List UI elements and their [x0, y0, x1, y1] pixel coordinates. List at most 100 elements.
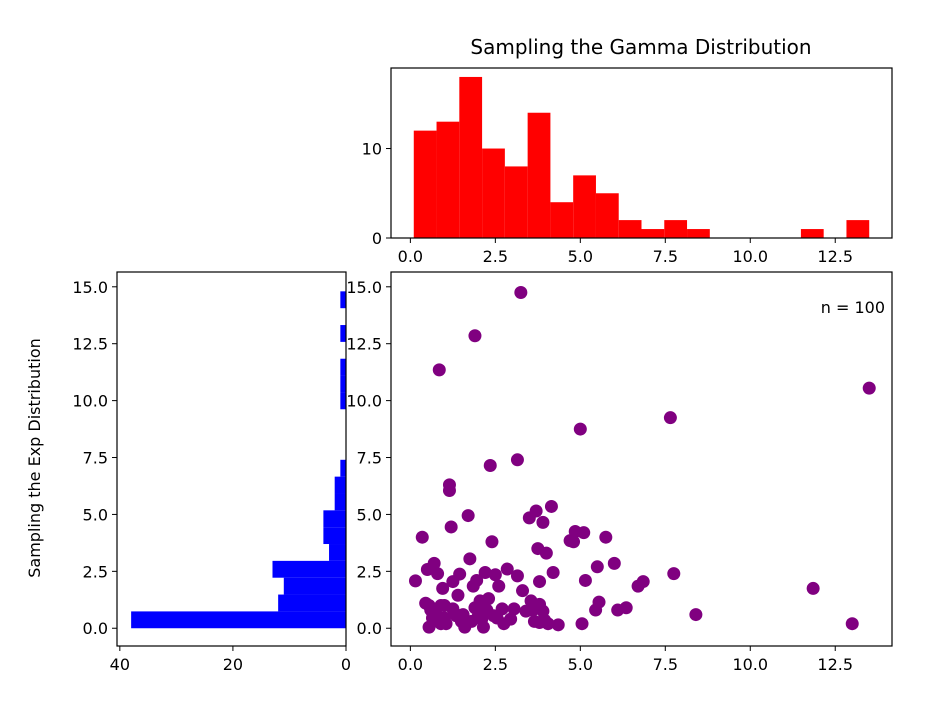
exp-y-tick-label: 10.0: [72, 392, 108, 411]
gamma-histogram-bar: [436, 121, 460, 238]
gamma-histogram-bar: [573, 175, 596, 238]
scatter-point: [449, 609, 463, 623]
exp-histogram-bar: [334, 476, 346, 494]
gamma-x-tick-label: 5.0: [568, 247, 593, 266]
gamma-histogram-bar: [800, 229, 824, 238]
scatter-point: [415, 530, 429, 544]
scatter-x-tick-label: 0.0: [398, 655, 423, 674]
scatter-point: [425, 611, 439, 625]
scatter-point: [592, 595, 606, 609]
exp-histogram-bar: [272, 560, 346, 578]
scatter-point: [436, 581, 450, 595]
scatter-point: [573, 422, 587, 436]
exp-x-tick-label: 40: [110, 655, 130, 674]
gamma-histogram-bar: [618, 220, 642, 238]
gamma-histogram-bar: [664, 220, 688, 238]
scatter-point: [599, 530, 613, 544]
scatter-point: [510, 453, 524, 467]
scatter-point: [476, 620, 490, 634]
scatter-point: [689, 608, 703, 622]
scatter-point: [507, 602, 521, 616]
scatter-point: [408, 574, 422, 588]
exp-histogram-bar: [340, 392, 346, 410]
scatter-point: [478, 565, 492, 579]
scatter-point: [667, 567, 681, 581]
scatter-point: [442, 484, 456, 498]
scatter-x-tick-label: 10.0: [732, 655, 768, 674]
gamma-x-tick-label: 10.0: [732, 247, 768, 266]
exp-y-tick-label: 15.0: [72, 278, 108, 297]
scatter-point: [524, 594, 538, 608]
scatter-point: [536, 515, 550, 529]
exp-y-tick-label: 12.5: [72, 335, 108, 354]
scatter-y-tick-label: 10.0: [346, 392, 382, 411]
scatter-point: [845, 617, 859, 631]
exp-y-tick-label: 2.5: [83, 562, 108, 581]
exp-histogram-frame: [116, 271, 347, 647]
exp-histogram-bar: [278, 594, 346, 612]
gamma-x-tick-label: 0.0: [398, 247, 423, 266]
scatter-x-tick-label: 5.0: [568, 655, 593, 674]
scatter-point: [434, 598, 448, 612]
exp-x-tick-label: 0: [341, 655, 351, 674]
scatter-point: [636, 575, 650, 589]
scatter-x-tick-label: 2.5: [483, 655, 508, 674]
exp-histogram-panel: Sampling the Exp Distribution 40 20 0 0.0 2…: [25, 271, 351, 674]
scatter-point: [463, 552, 477, 566]
scatter-point: [541, 617, 555, 631]
exp-histogram-bar: [283, 577, 346, 595]
gamma-histogram-bar: [413, 130, 437, 238]
scatter-point: [862, 381, 876, 395]
scatter-y-tick-label: 0.0: [357, 619, 382, 638]
scatter-point: [497, 617, 511, 631]
scatter-x-tick-label: 12.5: [817, 655, 853, 674]
gamma-x-tick-label: 7.5: [653, 247, 678, 266]
gamma-histogram-bar: [687, 229, 710, 238]
scatter-point: [451, 588, 465, 602]
scatter-point: [575, 617, 589, 631]
gamma-x-tick-label: 2.5: [483, 247, 508, 266]
exp-y-tick-label: 0.0: [83, 619, 108, 638]
scatter-point: [483, 458, 497, 472]
scatter-point: [439, 617, 453, 631]
exp-histogram-bar: [340, 325, 346, 342]
gamma-y-tick-label: 10: [362, 140, 382, 159]
scatter-point: [510, 569, 524, 583]
scatter-point: [806, 581, 820, 595]
gamma-histogram-bar: [527, 112, 551, 238]
exp-histogram-bar: [323, 510, 346, 528]
scatter-point: [453, 567, 467, 581]
gamma-histogram-bar: [482, 148, 505, 238]
exp-y-tick-label: 7.5: [83, 449, 108, 468]
scatter-point: [482, 592, 496, 606]
exp-histogram-bar: [329, 544, 346, 561]
scatter-point: [551, 618, 565, 632]
gamma-histogram-frame: [390, 67, 893, 239]
exp-y-tick-label: 5.0: [83, 505, 108, 524]
scatter-point: [590, 560, 604, 574]
exp-x-tick-label: 20: [223, 655, 243, 674]
gamma-histogram-panel: Sampling the Gamma Distribution 0.0 2.5 5.…: [362, 35, 893, 266]
scatter-point: [488, 568, 502, 582]
scatter-point: [567, 535, 581, 549]
gamma-histogram-bar: [504, 166, 528, 238]
scatter-point: [578, 573, 592, 587]
sample-size-annotation: n = 100: [821, 298, 885, 317]
scatter-y-tick-label: 2.5: [357, 562, 382, 581]
scatter-point: [577, 526, 591, 540]
scatter-point: [527, 614, 541, 628]
scatter-point: [544, 499, 558, 513]
gamma-histogram-bar: [641, 229, 665, 238]
scatter-point: [607, 556, 621, 570]
scatter-y-tick-label: 5.0: [357, 505, 382, 524]
scatter-point: [461, 509, 475, 523]
gamma-y-tick-label: 0: [372, 229, 382, 248]
scatter-panel: n = 100 0.0 2.5 5.0 7.5 10.0 12.5 0.0 2.5 5.0 7.…: [346, 271, 893, 674]
exp-histogram-bar: [340, 375, 346, 393]
scatter-point: [422, 598, 436, 612]
exp-histogram-bar: [340, 459, 346, 477]
scatter-point: [619, 601, 633, 615]
scatter-point: [485, 535, 499, 549]
gamma-histogram-bar: [550, 202, 574, 238]
scatter-point: [492, 579, 506, 593]
